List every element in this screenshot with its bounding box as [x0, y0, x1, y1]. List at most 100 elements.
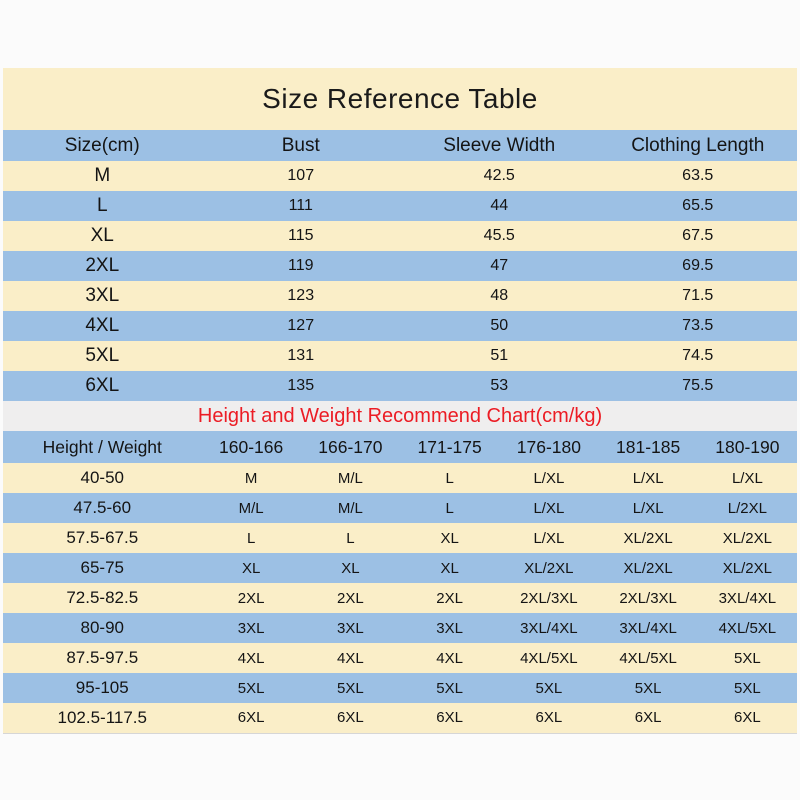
table-cell: 2XL [337, 589, 364, 607]
table-cell: XL [440, 529, 459, 547]
table-cell: XL/2XL [524, 559, 574, 577]
table-cell: 5XL [734, 679, 761, 697]
table-cell: XL/2XL [722, 529, 772, 547]
table-cell: 67.5 [682, 227, 714, 244]
table-cell: 5XL [634, 679, 662, 697]
table-cell: XL/2XL [623, 529, 673, 547]
row-label-cell: XL [90, 225, 114, 246]
table-cell: 5XL [337, 679, 364, 697]
table-cell: L/XL [632, 469, 664, 487]
table-row: 57.5-67.5 L L XL L/XL XL/2XL XL/2XL [3, 523, 797, 553]
row-label-cell: 95-105 [75, 678, 129, 697]
table-cell: XL/2XL [623, 559, 673, 577]
table-cell: 6XL [400, 703, 500, 734]
table-cell: 4XL/5XL [619, 649, 677, 667]
table-cell: XL [440, 559, 459, 577]
table-cell: 63.5 [682, 167, 714, 184]
row-label-cell: 102.5-117.5 [3, 703, 202, 734]
table-cell: 4XL [337, 649, 364, 667]
header-cell: Size(cm) [3, 130, 202, 161]
row-label-cell: 4XL [85, 315, 120, 336]
table-cell: L/XL [533, 499, 565, 517]
header-cell: Clothing Length [598, 130, 797, 161]
table-cell: 131 [287, 347, 315, 364]
table-cell: 111 [288, 197, 313, 214]
header-cell: Sleeve Width [400, 130, 599, 161]
row-label-cell: 72.5-82.5 [66, 588, 139, 607]
table-cell: 6XL [300, 703, 400, 734]
row-label-cell: 87.5-97.5 [66, 648, 139, 667]
table-cell: 50 [490, 317, 509, 334]
header-cell: Bust [201, 130, 400, 161]
table-cell: 53 [490, 377, 509, 394]
table-cell: 48 [490, 287, 509, 304]
table-row: 2XL 119 47 69.5 [3, 251, 797, 281]
row-label-cell: 6XL [85, 375, 120, 396]
table-cell: 5XL [535, 679, 563, 697]
table-cell: 75.5 [682, 377, 714, 394]
row-label-cell: 47.5-60 [73, 498, 132, 517]
row-label-cell: L [96, 195, 108, 216]
table-cell: L/XL [632, 499, 664, 517]
table-cell: 5XL [734, 649, 761, 667]
row-label-cell: 40-50 [80, 468, 124, 487]
table-cell: 6XL [201, 703, 301, 734]
table-cell: 123 [287, 287, 315, 304]
table-cell: 6XL [598, 703, 698, 734]
header-row: Height / Weight 160-166 166-170 171-175 176-… [3, 431, 797, 463]
table-cell: 45.5 [483, 227, 515, 244]
table-row: 80-90 3XL 3XL 3XL 3XL/4XL 3XL/4XL 4XL/5XL [3, 613, 797, 643]
table-cell: L/XL [533, 529, 565, 547]
table-cell: 2XL/3XL [520, 589, 578, 607]
table-cell: M/L [238, 499, 264, 517]
table-cell: 3XL/4XL [718, 589, 777, 607]
header-cell: Height / Weight [3, 431, 202, 463]
table-row: 95-105 5XL 5XL 5XL 5XL 5XL 5XL [3, 673, 797, 703]
table-cell: L/XL [731, 469, 763, 487]
row-label-cell: M [94, 165, 111, 186]
table-row: L 111 44 65.5 [3, 191, 797, 221]
table-cell: 73.5 [682, 317, 714, 334]
table-cell: 51 [490, 347, 509, 364]
table-cell: 135 [287, 377, 315, 394]
table-cell: 5XL [237, 679, 265, 697]
table-cell: 3XL/4XL [619, 619, 677, 637]
table-cell: 4XL/5XL [520, 649, 578, 667]
row-label-cell: 5XL [85, 345, 120, 366]
header-cell: 166-170 [300, 431, 400, 463]
table-row: 5XL 131 51 74.5 [3, 341, 797, 371]
table-cell: 2XL [436, 589, 463, 607]
table-row: M 107 42.5 63.5 [3, 161, 797, 191]
table-cell: 44 [490, 197, 509, 214]
table-cell: 6XL [697, 703, 797, 734]
header-cell: 180-190 [697, 431, 797, 463]
table-cell: 3XL [237, 619, 265, 637]
header-cell: 171-175 [400, 431, 500, 463]
table-cell: 127 [287, 317, 315, 334]
table-cell: L/XL [533, 469, 565, 487]
table-cell: L [346, 529, 355, 547]
table-cell: 69.5 [682, 257, 714, 274]
table-cell: 3XL/4XL [520, 619, 578, 637]
row-label-cell: 57.5-67.5 [66, 528, 139, 547]
table-cell: XL/2XL [722, 559, 772, 577]
table-cell: 2XL/3XL [619, 589, 677, 607]
table-cell: 3XL [337, 619, 364, 637]
table-row: 65-75 XL XL XL XL/2XL XL/2XL XL/2XL [3, 553, 797, 583]
table-cell: 119 [287, 257, 314, 274]
table-cell: 2XL [237, 589, 265, 607]
row-label-cell: 80-90 [80, 618, 124, 637]
table-cell: 4XL [237, 649, 265, 667]
table-row: 102.5-117.5 6XL 6XL 6XL 6XL 6XL 6XL [3, 703, 797, 734]
table-cell: 74.5 [682, 347, 714, 364]
recommend-chart-title: Height and Weight Recommend Chart(cm/kg) [3, 401, 797, 431]
table-cell: L [445, 469, 454, 487]
table-row: 87.5-97.5 4XL 4XL 4XL 4XL/5XL 4XL/5XL 5XL [3, 643, 797, 673]
table-cell: 4XL/5XL [718, 619, 777, 637]
table-cell: 42.5 [483, 167, 515, 184]
height-weight-recommend-table: Height / Weight 160-166 166-170 171-175 176-… [3, 431, 797, 734]
table-cell: 3XL [436, 619, 463, 637]
table-cell: 107 [287, 167, 315, 184]
size-reference-table: Size(cm) Bust Sleeve Width Clothing Length M… [3, 130, 797, 401]
table-row: 40-50 M M/L L L/XL L/XL L/XL [3, 463, 797, 493]
